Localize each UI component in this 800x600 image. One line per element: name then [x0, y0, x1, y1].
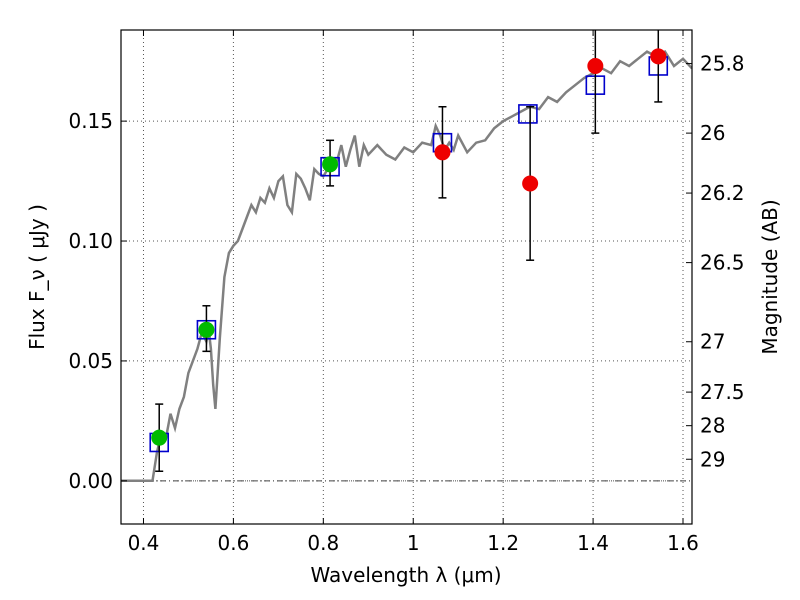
- observed-point: [434, 144, 451, 161]
- x-tick-label: 0.6: [217, 531, 249, 555]
- observed-point: [522, 175, 539, 192]
- magnitude-axis-ticks: 25.8 26 26.2 26.5 27 27.5 28 29: [686, 52, 745, 471]
- magnitude-tick-label: 26: [700, 121, 725, 145]
- observed-photometry-points: [151, 30, 667, 472]
- y-tick-label: 0.10: [68, 229, 113, 253]
- y-tick-label: 0.05: [68, 349, 113, 373]
- magnitude-axis-label: Magnitude (AB): [758, 199, 782, 354]
- x-tick-label: 1.4: [577, 531, 609, 555]
- magnitude-tick-label: 27: [700, 330, 725, 354]
- x-axis-ticks: 0.4 0.6 0.8 1 1.2 1.4 1.6: [128, 30, 699, 555]
- observed-point: [587, 57, 604, 74]
- magnitude-tick-label: 27.5: [700, 380, 745, 404]
- plot-frame: [120, 29, 693, 525]
- x-tick-label: 0.4: [128, 531, 160, 555]
- magnitude-tick-label: 28: [700, 414, 725, 438]
- magnitude-tick-label: 29: [700, 447, 725, 471]
- sed-model-line: [121, 49, 692, 483]
- model-point-square: [518, 104, 538, 124]
- y-tick-label: 0.00: [68, 469, 113, 493]
- magnitude-tick-label: 26.2: [700, 181, 745, 205]
- y-tick-label: 0.15: [68, 109, 113, 133]
- x-tick-label: 1: [407, 531, 420, 555]
- x-axis-label: Wavelength λ (μm): [310, 563, 501, 587]
- observed-point: [650, 48, 667, 65]
- x-tick-label: 1.2: [487, 531, 519, 555]
- x-tick-label: 1.6: [667, 531, 699, 555]
- observed-point: [198, 321, 215, 338]
- magnitude-tick-label: 26.5: [700, 251, 745, 275]
- y-axis-label: Flux F_ν ( μJy ): [25, 204, 49, 350]
- observed-point: [151, 429, 168, 446]
- y-axis-ticks: 0.00 0.05 0.10 0.15: [68, 109, 127, 493]
- magnitude-tick-label: 25.8: [700, 52, 745, 76]
- observed-point: [322, 156, 339, 173]
- x-tick-label: 0.8: [307, 531, 339, 555]
